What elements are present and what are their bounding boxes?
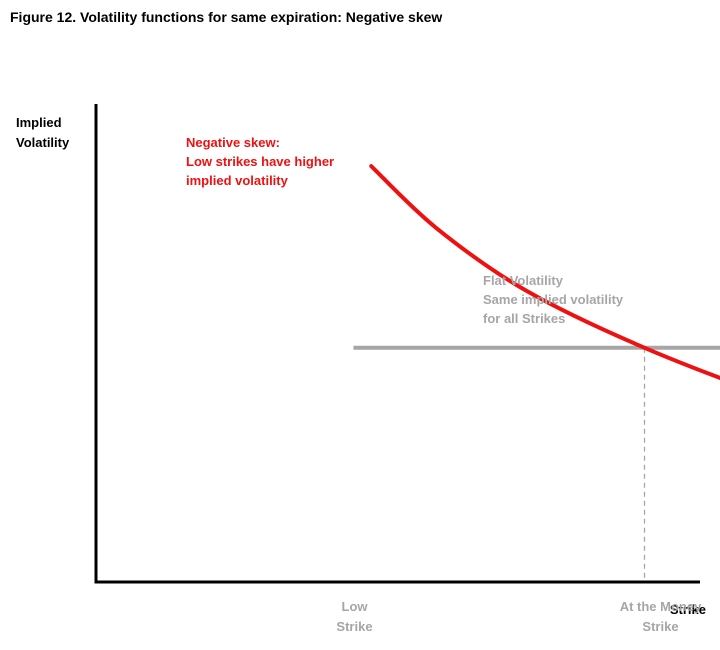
negative-skew-curve <box>369 164 720 381</box>
chart-title: Figure 12. Volatility functions for same… <box>10 9 443 25</box>
y-axis-label: Implied <box>16 115 62 130</box>
flat-annotation: for all Strikes <box>483 311 565 326</box>
skew-annotation: Low strikes have higher <box>186 154 334 169</box>
skew-annotation: implied volatility <box>186 173 289 188</box>
x-tick-label: Strike <box>642 619 678 634</box>
flat-annotation: Same implied volatility <box>483 292 624 307</box>
x-tick-label: At the Money <box>620 599 702 614</box>
x-tick-label: Strike <box>336 619 372 634</box>
x-axis-label: Strike <box>670 602 706 617</box>
skew-annotation: Negative skew: <box>186 135 280 150</box>
y-axis-label: Volatility <box>16 135 70 150</box>
flat-annotation: Flat Volatility <box>483 273 564 288</box>
x-tick-label: Low <box>342 599 369 614</box>
